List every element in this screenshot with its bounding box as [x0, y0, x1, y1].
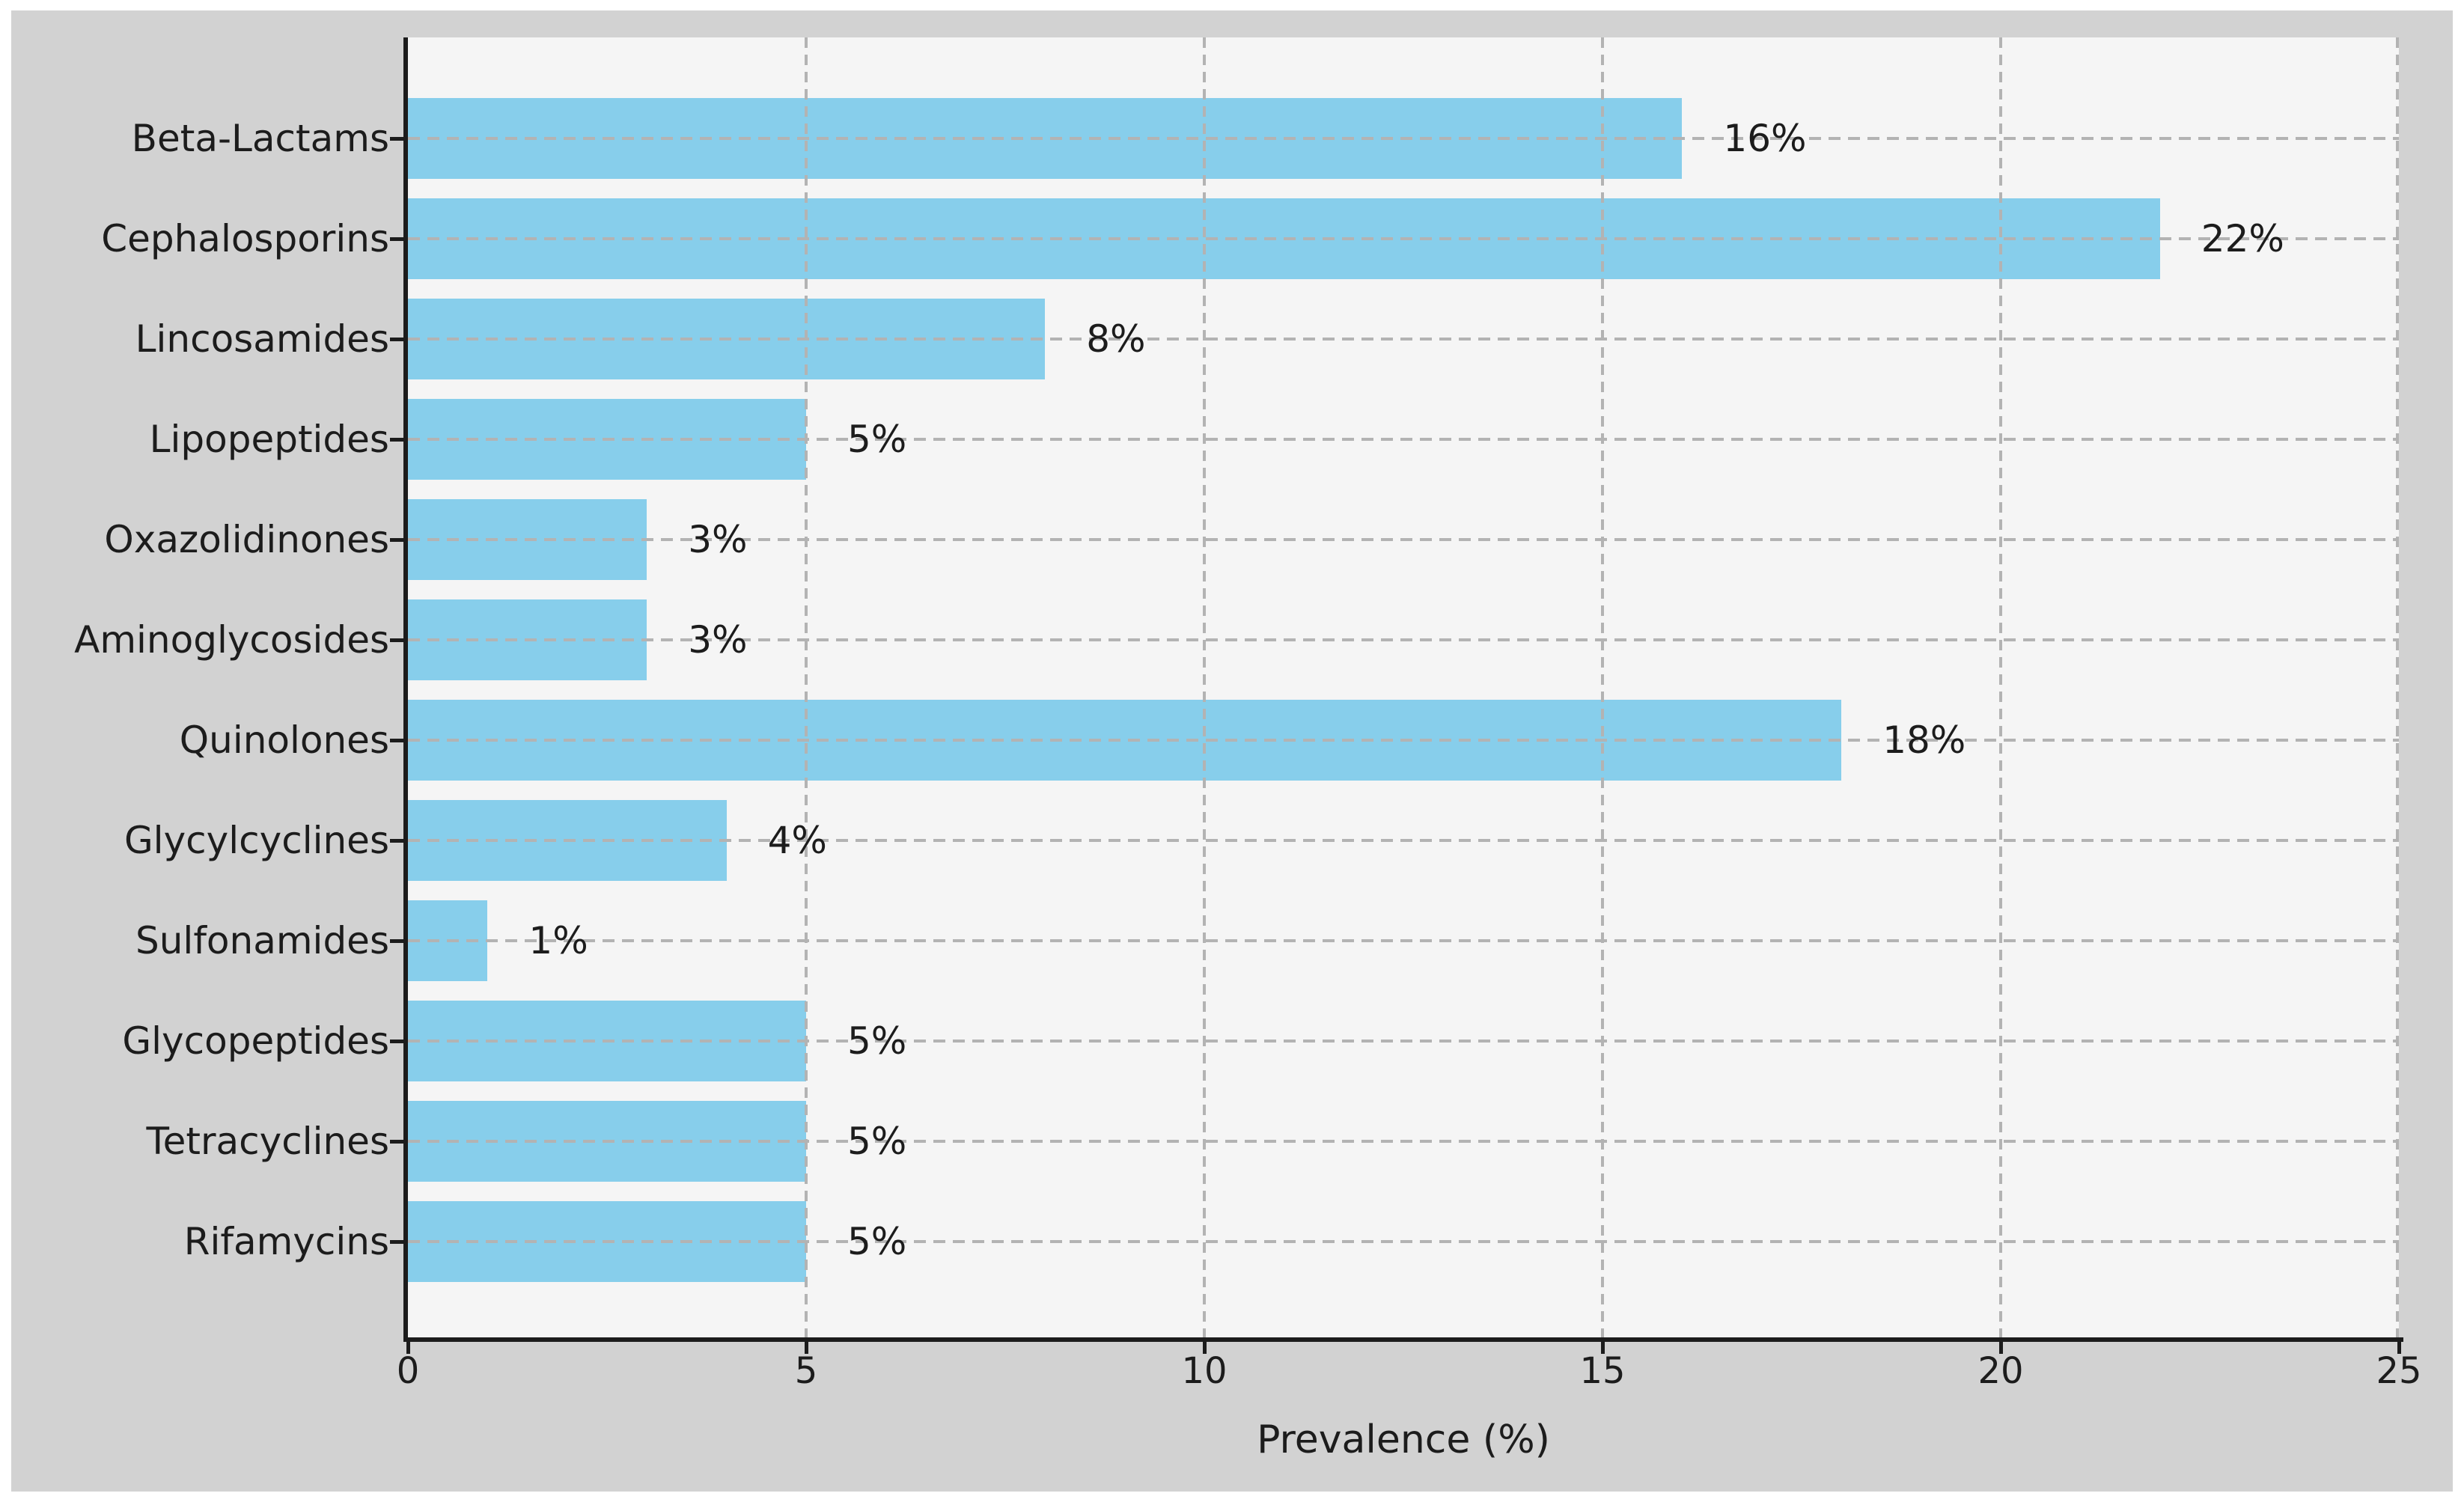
category-label: Glycopeptides [122, 1019, 389, 1063]
bar-value-label: 1% [528, 919, 588, 962]
category-label: Rifamycins [183, 1220, 389, 1263]
gridline-vertical-15 [1601, 37, 1604, 1337]
y-tick-8 [390, 839, 403, 843]
y-tick-12 [390, 1240, 403, 1244]
x-tick-label-15: 15 [1579, 1350, 1626, 1392]
bar-value-label: 22% [2201, 217, 2284, 260]
x-tick-label-10: 10 [1181, 1350, 1228, 1392]
y-tick-7 [390, 739, 403, 742]
gridline-horizontal-9 [408, 939, 2399, 942]
y-tick-4 [390, 438, 403, 442]
category-label: Quinolones [179, 718, 389, 762]
gridline-horizontal-5 [408, 538, 2399, 541]
x-tick-label-25: 25 [2376, 1350, 2422, 1392]
x-tick-5 [805, 1342, 808, 1354]
x-tick-15 [1601, 1342, 1605, 1354]
gridline-horizontal-1 [408, 137, 2399, 140]
plot-area [408, 37, 2399, 1337]
bar-value-label: 5% [847, 1019, 907, 1063]
y-tick-1 [390, 137, 403, 141]
gridline-vertical-5 [805, 37, 808, 1337]
y-tick-3 [390, 338, 403, 341]
y-tick-5 [390, 538, 403, 542]
x-tick-10 [1203, 1342, 1207, 1354]
y-tick-9 [390, 939, 403, 943]
category-label: Lincosamides [135, 317, 389, 361]
bar-value-label: 16% [1723, 117, 1807, 160]
x-tick-0 [406, 1342, 410, 1354]
bar-value-label: 5% [847, 1220, 907, 1263]
gridline-vertical-20 [1999, 37, 2002, 1337]
gridline-horizontal-8 [408, 839, 2399, 842]
y-tick-10 [390, 1040, 403, 1043]
category-label: Glycylcyclines [123, 819, 389, 862]
gridline-horizontal-3 [408, 338, 2399, 341]
category-label: Lipopeptides [149, 418, 389, 461]
y-tick-6 [390, 638, 403, 642]
bar-value-label: 5% [847, 1120, 907, 1163]
gridline-horizontal-7 [408, 739, 2399, 742]
category-label: Aminoglycosides [74, 618, 389, 662]
x-tick-20 [1999, 1342, 2003, 1354]
y-axis-spine [403, 37, 408, 1342]
x-axis-title: Prevalence (%) [1257, 1417, 1550, 1462]
x-axis-spine [403, 1337, 2403, 1342]
category-label: Tetracyclines [146, 1120, 389, 1163]
gridline-vertical-10 [1203, 37, 1206, 1337]
bar-value-label: 3% [688, 518, 748, 561]
gridline-vertical-25 [2396, 37, 2399, 1337]
bar-value-label: 5% [847, 418, 907, 461]
gridline-horizontal-4 [408, 438, 2399, 441]
x-tick-label-5: 5 [794, 1350, 818, 1392]
bar-value-label: 8% [1086, 317, 1146, 361]
gridline-horizontal-12 [408, 1240, 2399, 1243]
x-tick-25 [2397, 1342, 2401, 1354]
gridline-horizontal-2 [408, 237, 2399, 240]
y-tick-2 [390, 237, 403, 241]
category-label: Sulfonamides [135, 919, 389, 962]
x-tick-label-20: 20 [1977, 1350, 2024, 1392]
bar-value-label: 18% [1882, 718, 1966, 762]
category-label: Beta-Lactams [131, 117, 389, 160]
category-label: Oxazolidinones [104, 518, 389, 561]
bar-value-label: 3% [688, 618, 748, 662]
gridline-horizontal-10 [408, 1040, 2399, 1043]
bar-value-label: 4% [767, 819, 827, 862]
gridline-horizontal-11 [408, 1140, 2399, 1143]
gridline-horizontal-6 [408, 638, 2399, 641]
x-tick-label-0: 0 [396, 1350, 420, 1392]
y-tick-11 [390, 1140, 403, 1144]
category-label: Cephalosporins [101, 217, 389, 260]
